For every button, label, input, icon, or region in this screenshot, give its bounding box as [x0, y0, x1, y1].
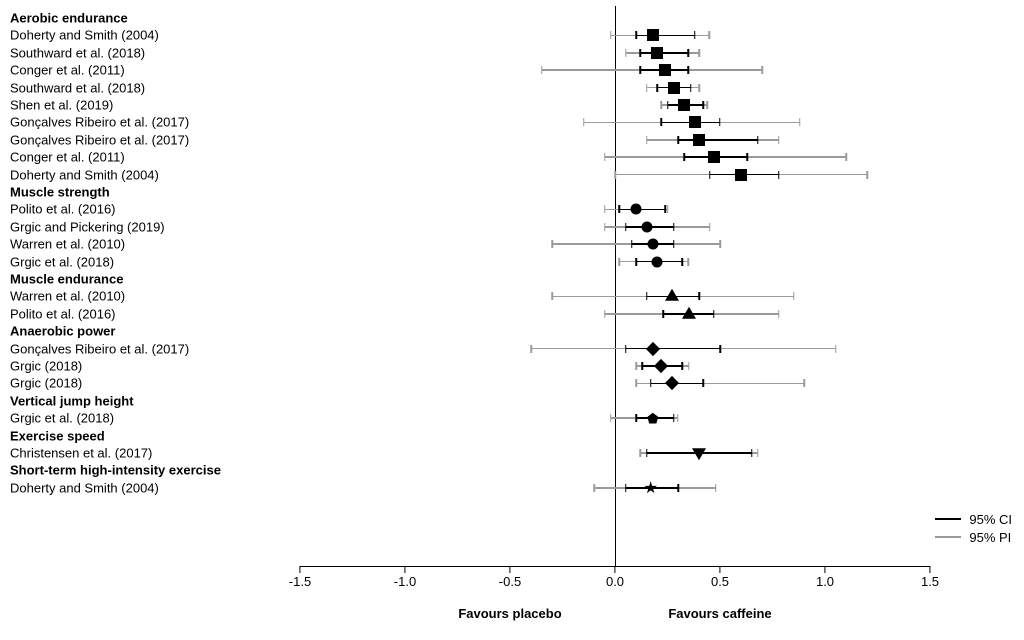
- study-label: Christensen et al. (2017): [10, 447, 152, 460]
- effect-marker: [708, 151, 720, 163]
- study-label: Conger et al. (2011): [10, 64, 125, 77]
- x-tick-label: -1.0: [394, 574, 416, 589]
- study-label: Gonçalves Ribeiro et al. (2017): [10, 133, 189, 146]
- effect-marker: [646, 342, 660, 356]
- forest-plot: Aerobic endurance Doherty and Smith (2004…: [0, 0, 1024, 640]
- effect-marker: [651, 47, 663, 59]
- favours-left: Favours placebo: [458, 606, 561, 621]
- study-label: Polito et al. (2016): [10, 203, 116, 216]
- x-tick: [509, 566, 510, 573]
- group-header: Anaerobic power: [10, 325, 115, 338]
- study-label: Grgic (2018): [10, 377, 82, 390]
- effect-marker: [647, 239, 658, 250]
- study-label: Southward et al. (2018): [10, 81, 145, 94]
- group-header: Vertical jump height: [10, 394, 134, 407]
- study-label: Warren et al. (2010): [10, 290, 125, 303]
- group-header: Short-term high-intensity exercise: [10, 464, 221, 477]
- legend-ci-line: [935, 518, 961, 520]
- legend-ci: 95% CI: [935, 510, 1012, 528]
- x-tick-label: 0.0: [606, 574, 624, 589]
- effect-marker: [682, 307, 696, 319]
- effect-marker: [665, 289, 679, 301]
- legend-pi: 95% PI: [935, 528, 1012, 546]
- zero-line: [615, 6, 616, 566]
- study-label: Warren et al. (2010): [10, 238, 125, 251]
- x-tick: [824, 566, 825, 573]
- group-header: Muscle strength: [10, 186, 110, 199]
- study-label: Gonçalves Ribeiro et al. (2017): [10, 342, 189, 355]
- group-header: Aerobic endurance: [10, 12, 128, 25]
- study-label: Grgic et al. (2018): [10, 255, 114, 268]
- study-label: Polito et al. (2016): [10, 307, 116, 320]
- effect-marker: [659, 64, 671, 76]
- effect-marker: [641, 221, 652, 232]
- plot-area: -1.5-1.0-0.50.00.51.01.5Favours placeboF…: [300, 6, 930, 567]
- effect-marker: [689, 116, 701, 128]
- effect-marker: [692, 448, 706, 460]
- study-label: Doherty and Smith (2004): [10, 29, 159, 42]
- x-tick-label: 1.5: [921, 574, 939, 589]
- legend-pi-label: 95% PI: [969, 530, 1011, 545]
- legend-pi-line: [935, 536, 961, 538]
- effect-marker: [693, 134, 705, 146]
- study-label: Doherty and Smith (2004): [10, 168, 159, 181]
- study-label: Gonçalves Ribeiro et al. (2017): [10, 116, 189, 129]
- effect-marker: [652, 256, 663, 267]
- effect-marker: [647, 413, 658, 424]
- study-label: Grgic and Pickering (2019): [10, 220, 165, 233]
- legend-ci-label: 95% CI: [969, 512, 1012, 527]
- x-tick-label: -1.5: [289, 574, 311, 589]
- x-tick-label: 0.5: [711, 574, 729, 589]
- effect-marker: [654, 359, 668, 373]
- legend: 95% CI 95% PI: [935, 510, 1012, 546]
- effect-marker: [735, 169, 747, 181]
- effect-marker: [665, 376, 679, 390]
- study-label: Southward et al. (2018): [10, 46, 145, 59]
- effect-marker: [647, 29, 659, 41]
- effect-marker: [678, 99, 690, 111]
- effect-marker: [631, 204, 642, 215]
- x-tick: [719, 566, 720, 573]
- x-tick-label: 1.0: [816, 574, 834, 589]
- study-label: Shen et al. (2019): [10, 99, 113, 112]
- group-header: Exercise speed: [10, 429, 105, 442]
- x-tick: [929, 566, 930, 573]
- favours-right: Favours caffeine: [668, 606, 771, 621]
- group-header: Muscle endurance: [10, 273, 123, 286]
- x-tick: [299, 566, 300, 573]
- study-label: Doherty and Smith (2004): [10, 481, 159, 494]
- study-label: Grgic (2018): [10, 360, 82, 373]
- study-label: Conger et al. (2011): [10, 151, 125, 164]
- x-tick: [404, 566, 405, 573]
- x-tick-label: -0.5: [499, 574, 521, 589]
- x-tick: [614, 566, 615, 573]
- study-label: Grgic et al. (2018): [10, 412, 114, 425]
- effect-marker: [668, 82, 680, 94]
